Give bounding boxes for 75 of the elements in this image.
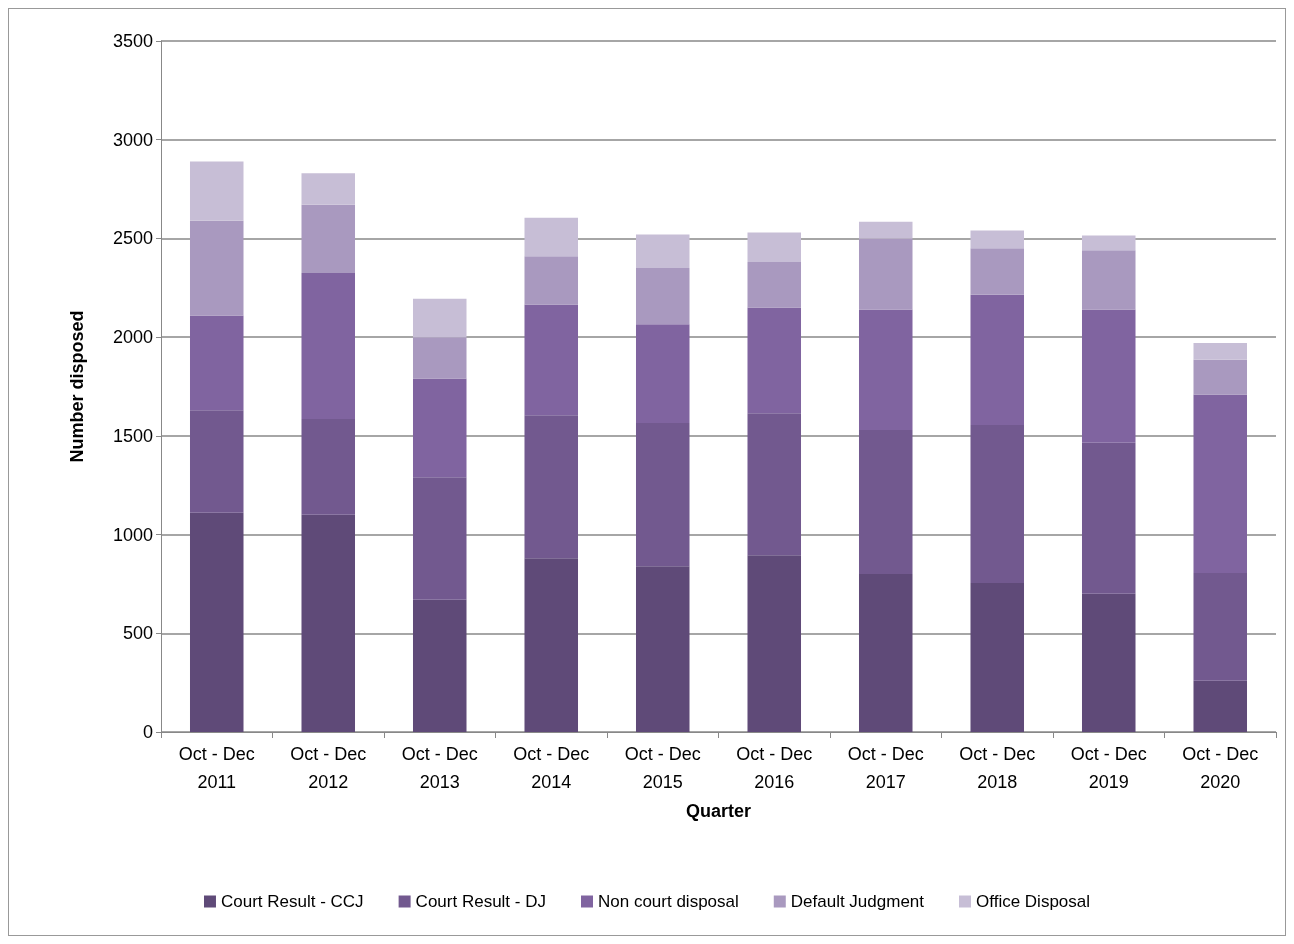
bar — [1193, 394, 1248, 574]
bar — [189, 512, 244, 732]
y-tick-label: 1500 — [112, 425, 153, 446]
bar — [524, 256, 579, 305]
bar — [970, 230, 1025, 249]
bar — [635, 268, 690, 325]
bar — [189, 220, 244, 316]
y-tick-label: 500 — [122, 623, 153, 644]
y-tick-label: 2000 — [112, 327, 153, 348]
bar — [635, 566, 690, 732]
bar — [189, 410, 244, 513]
bar — [524, 304, 579, 416]
bar — [1193, 573, 1248, 681]
bar — [635, 234, 690, 269]
bar — [970, 248, 1025, 295]
bar — [1081, 593, 1136, 732]
bar — [412, 337, 467, 379]
bar — [189, 161, 244, 221]
bar — [970, 425, 1025, 583]
x-tick-label: Oct - Dec 2012 — [290, 744, 367, 792]
x-tick-label: Oct - Dec 2019 — [1070, 744, 1147, 792]
x-tick-label: Oct - Dec 2015 — [624, 744, 701, 792]
bar — [412, 378, 467, 478]
bar — [301, 514, 356, 732]
bar — [1081, 250, 1136, 310]
legend-label: Court Result - DJ — [415, 892, 546, 911]
y-tick-label: 3500 — [112, 31, 153, 51]
bar — [635, 324, 690, 424]
bar — [412, 599, 467, 732]
legend-label: Court Result - CCJ — [220, 892, 364, 911]
y-tick-label: 3000 — [112, 129, 153, 150]
bar — [747, 555, 802, 732]
x-tick-label: Oct - Dec 2011 — [178, 744, 255, 792]
bar — [301, 204, 356, 273]
bar — [301, 173, 356, 205]
legend-label: Default Judgment — [790, 892, 925, 911]
x-tick-label: Oct - Dec 2016 — [736, 744, 813, 792]
legend-label: Non court disposal — [597, 892, 739, 911]
y-tick-label: 2500 — [112, 228, 153, 249]
bar — [1081, 235, 1136, 251]
bar — [858, 429, 913, 575]
bar — [1081, 442, 1136, 594]
bar — [524, 217, 579, 257]
bar — [1193, 680, 1248, 732]
bar — [747, 232, 802, 263]
x-axis-title: Quarter — [685, 801, 752, 821]
x-tick-label: Oct - Dec 2017 — [847, 744, 924, 792]
bar — [1081, 309, 1136, 443]
x-tick-label: Oct - Dec 2018 — [959, 744, 1036, 792]
bar — [301, 272, 356, 420]
bar — [747, 413, 802, 556]
bar — [858, 238, 913, 310]
x-tick-label: Oct - Dec 2013 — [401, 744, 478, 792]
bar — [524, 558, 579, 732]
bar — [412, 298, 467, 338]
bar — [189, 315, 244, 411]
y-tick-label: 1000 — [112, 524, 153, 545]
bar — [747, 262, 802, 308]
x-tick-label: Oct - Dec 2020 — [1182, 744, 1259, 792]
bar — [858, 574, 913, 732]
bar — [301, 419, 356, 515]
bar — [970, 582, 1025, 732]
bar — [747, 307, 802, 414]
bar — [635, 423, 690, 567]
y-axis-title: Number disposed — [67, 310, 87, 463]
bar — [970, 294, 1025, 425]
bar — [1193, 343, 1248, 360]
legend-label: Office Disposal — [976, 892, 1091, 911]
bar — [412, 477, 467, 600]
bar — [524, 415, 579, 559]
y-tick-label: 0 — [142, 722, 153, 742]
bar — [1193, 359, 1248, 395]
bar — [858, 221, 913, 239]
bar — [858, 309, 913, 430]
x-tick-label: Oct - Dec 2014 — [513, 744, 590, 792]
